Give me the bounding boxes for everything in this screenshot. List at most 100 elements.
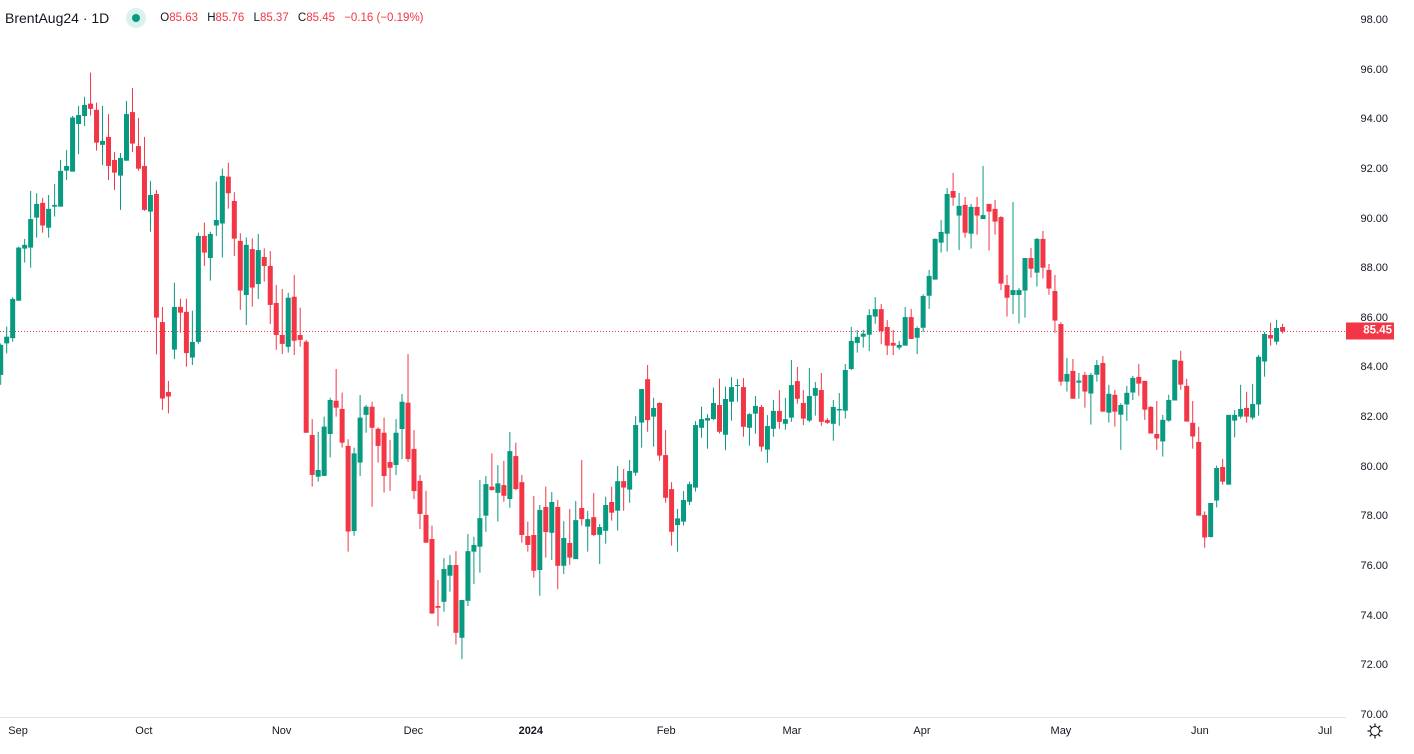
candle-body-up (842, 369, 848, 411)
candle (1052, 274, 1058, 333)
candle (375, 427, 381, 463)
candle-body-up (573, 520, 579, 560)
candle (231, 192, 237, 257)
candle (734, 379, 740, 402)
candle-body-up (441, 569, 447, 602)
candle (159, 306, 165, 410)
price-tick-label: 82.00 (1360, 411, 1388, 424)
candle (525, 521, 531, 552)
time-axis[interactable]: Sep Oct Nov Dec 2024 Feb Mar Apr May Jun Jul (0, 717, 1346, 754)
candle (896, 340, 902, 350)
time-tick-label: Nov (271, 725, 292, 737)
candle (429, 525, 435, 614)
candle-body-up (728, 387, 734, 402)
candle-body-down (884, 327, 890, 346)
candle (453, 551, 459, 645)
candle-body-down (267, 265, 273, 305)
candle (1220, 458, 1226, 485)
candle-body-up (782, 419, 788, 424)
candle (728, 377, 734, 421)
candle (285, 292, 291, 353)
candle-body-down (231, 200, 237, 239)
candle (411, 430, 417, 500)
candle-body-up (1016, 290, 1022, 296)
candle (1076, 372, 1082, 399)
candle-body-down (974, 206, 980, 216)
gear-icon[interactable] (1366, 722, 1384, 740)
price-axis[interactable]: 70.00 72.00 74.00 76.00 78.00 80.00 82.00 84.00… (1346, 0, 1414, 721)
candle (752, 396, 758, 434)
candle-body-up (123, 114, 129, 161)
candle (171, 282, 177, 360)
candle (603, 496, 609, 544)
price-tick-label: 94.00 (1360, 113, 1388, 126)
candle-body-down (40, 202, 46, 226)
candle-body-down (1190, 422, 1196, 437)
candle (357, 395, 363, 476)
candle-body-up (699, 419, 705, 428)
candle (483, 475, 489, 532)
candle-body-up (1238, 408, 1244, 417)
candle (1190, 400, 1196, 449)
candle-body-down (555, 506, 561, 566)
candle (153, 190, 159, 355)
candle (884, 320, 890, 356)
candle (58, 159, 64, 207)
candle (914, 326, 920, 355)
price-tick-label: 70.00 (1360, 708, 1388, 721)
candle-body-up (64, 165, 70, 171)
candle-body-down (986, 203, 992, 212)
candle (699, 406, 705, 438)
candle (615, 466, 621, 531)
candle (471, 536, 477, 584)
candle (872, 296, 878, 324)
candlestick-plot[interactable] (0, 0, 1346, 717)
candle (88, 72, 94, 116)
candle (1106, 384, 1112, 423)
candle (423, 490, 429, 543)
candle-body-up (537, 509, 543, 571)
candle (944, 188, 950, 252)
candle-body-down (135, 146, 141, 169)
candle-body-down (453, 565, 459, 633)
candle (639, 389, 645, 448)
candle-body-down (525, 536, 531, 545)
candle-body-up (1262, 333, 1268, 362)
candle (141, 136, 147, 211)
candle (1040, 230, 1046, 279)
candle (806, 367, 812, 422)
price-tick-label: 86.00 (1360, 311, 1388, 324)
candle-body-up (100, 140, 106, 145)
candle-body-down (717, 404, 722, 432)
candle (782, 398, 788, 430)
candle-body-up (687, 484, 693, 502)
candle (441, 558, 447, 612)
candle-body-down (297, 334, 303, 340)
candle (387, 439, 393, 491)
candle-body-up (1088, 374, 1094, 394)
candle (106, 114, 112, 181)
candle-body-up (321, 426, 327, 476)
candle (345, 439, 351, 552)
candle-body-down (908, 317, 914, 339)
candle (543, 486, 549, 558)
candle (830, 399, 836, 441)
candle-body-down (878, 309, 884, 331)
candle (1238, 384, 1244, 419)
candle-body-up (459, 600, 465, 638)
market-open-dot-icon[interactable] (126, 8, 147, 28)
candle-body-up (399, 401, 405, 430)
candle (1232, 409, 1238, 438)
candle-body-up (393, 432, 399, 466)
candle (1016, 288, 1022, 324)
time-tick-label: Mar (782, 725, 802, 737)
candle-body-up (1124, 392, 1130, 405)
symbol-title[interactable]: BrentAug24 · 1D (5, 10, 110, 26)
candle (920, 294, 926, 332)
candle (249, 238, 255, 307)
candle-body-down (645, 379, 651, 421)
candle-body-up (920, 295, 926, 328)
candle-body-up (1076, 380, 1082, 383)
candle (657, 402, 663, 461)
candle-body-down (567, 542, 573, 558)
